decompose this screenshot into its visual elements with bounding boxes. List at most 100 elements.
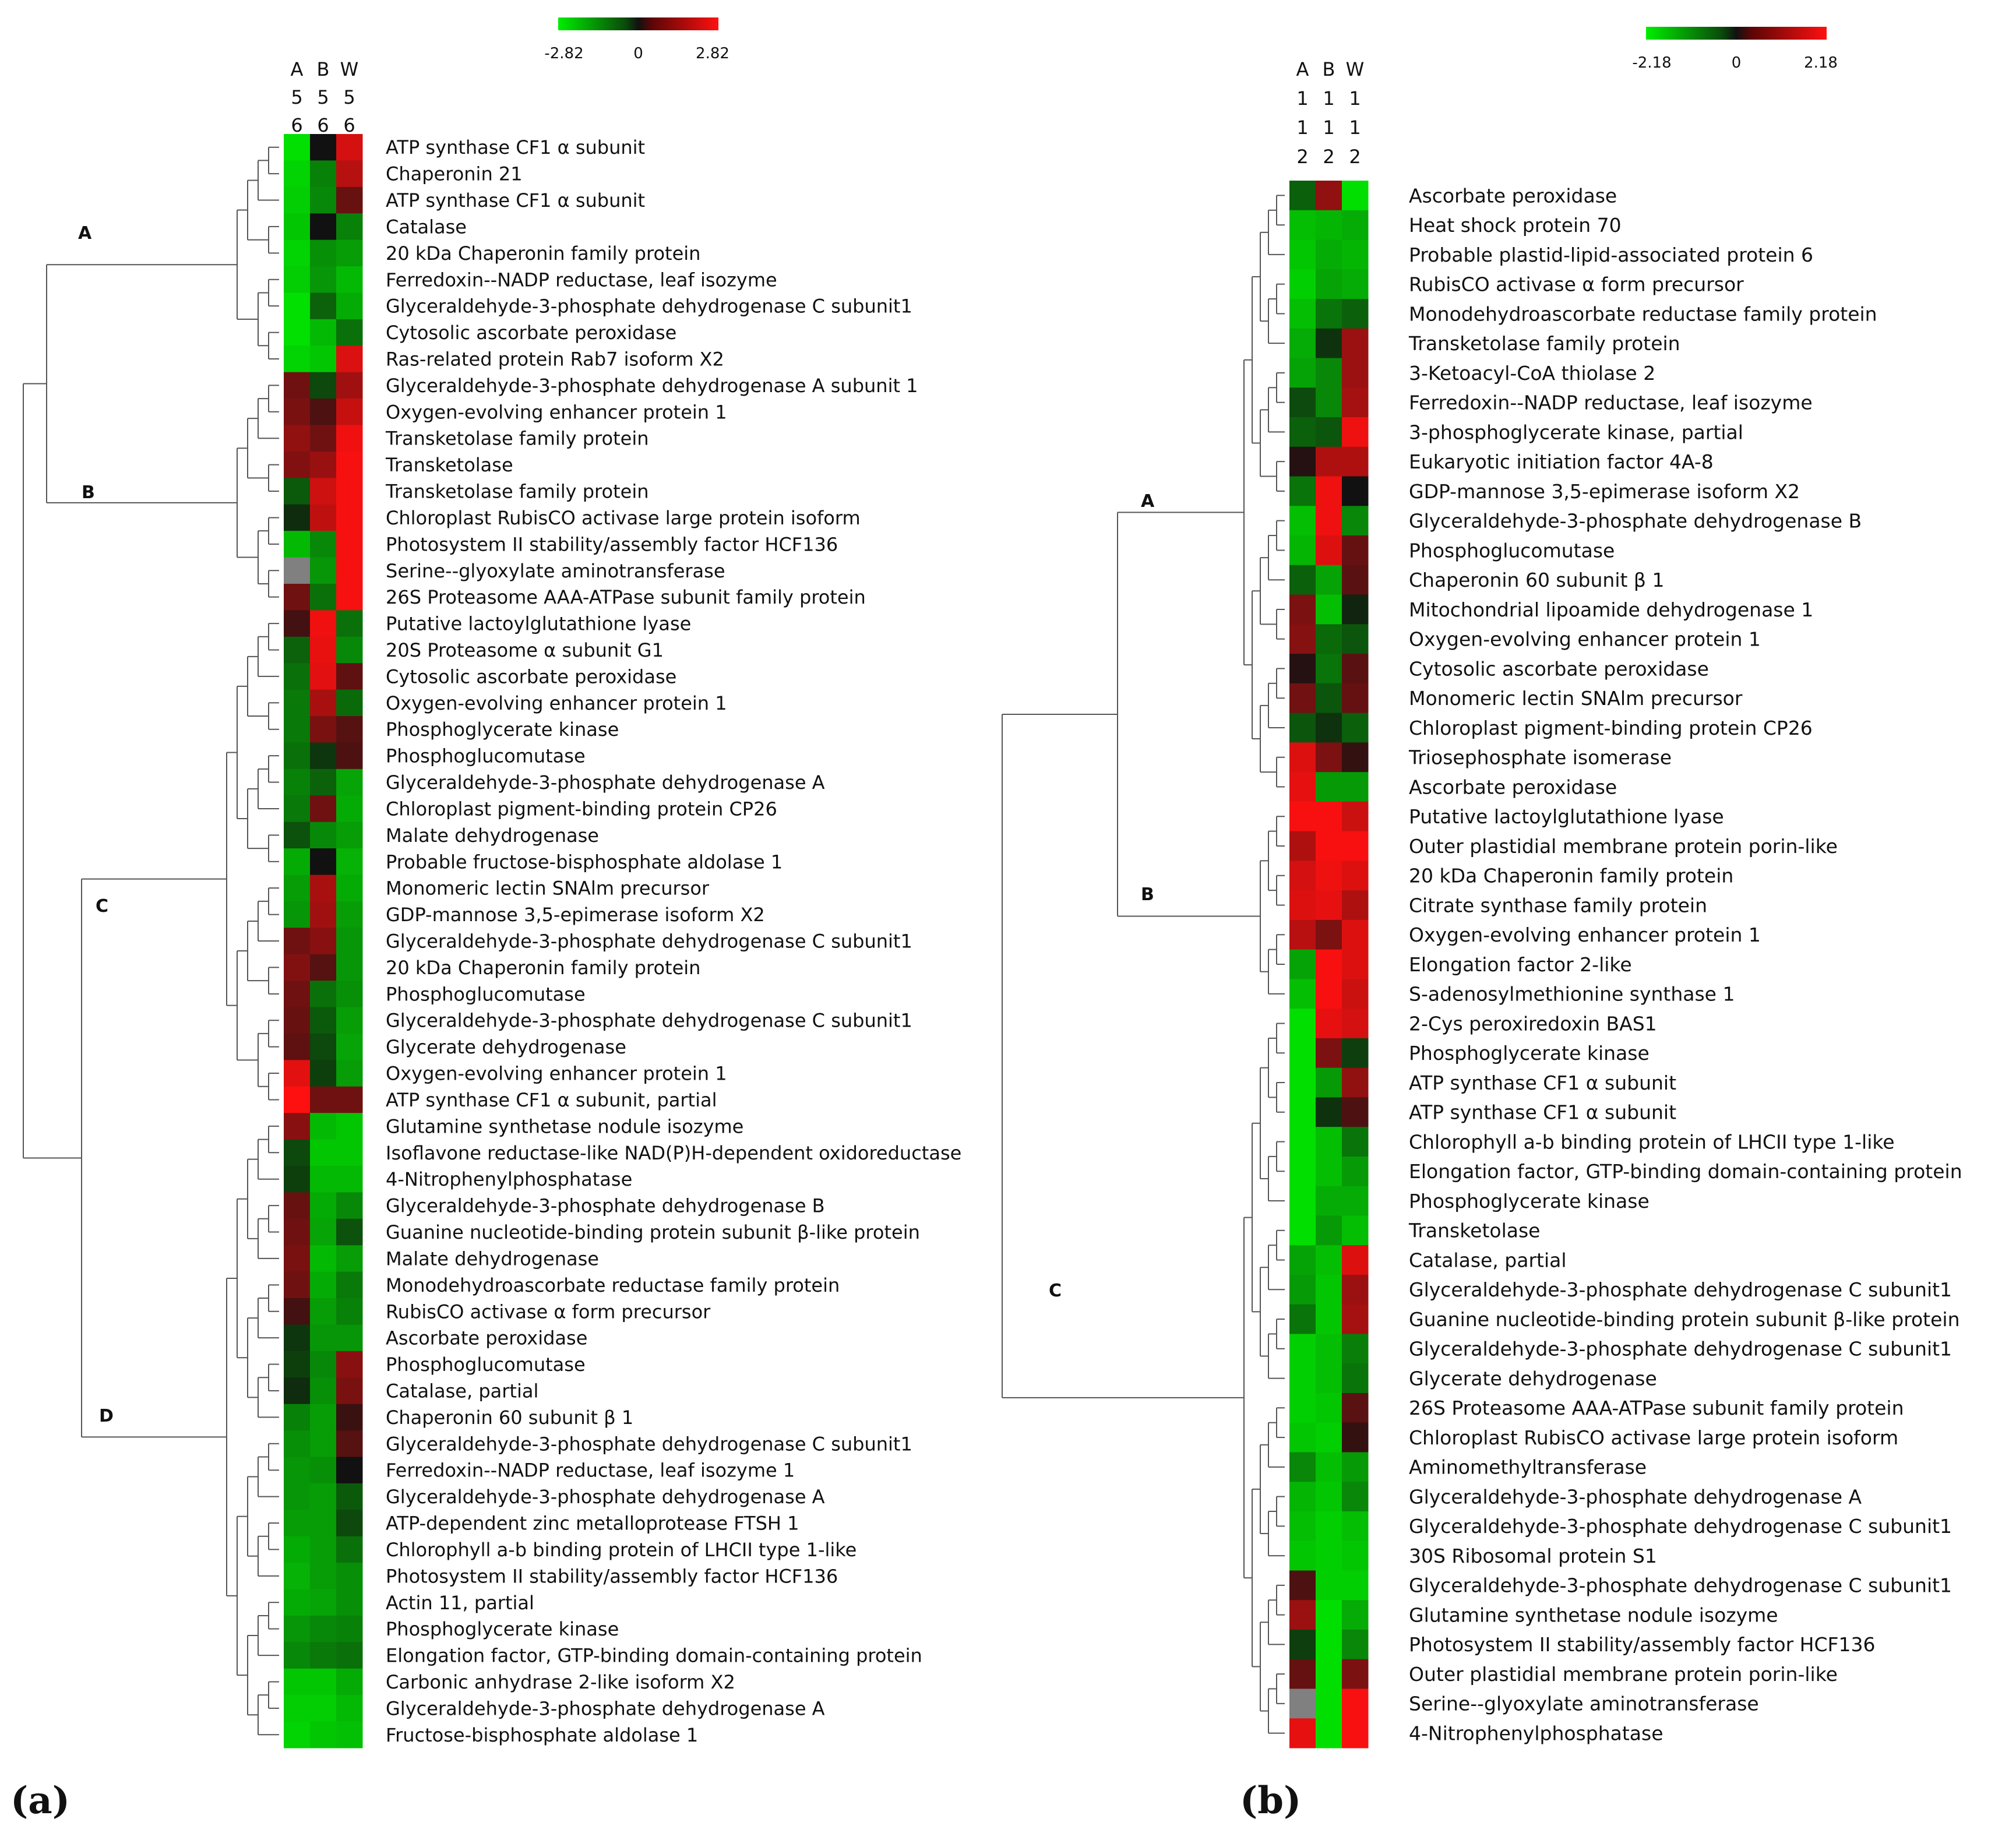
heatmap-cell xyxy=(310,1430,337,1457)
row-label: Malate dehydrogenase xyxy=(386,824,599,847)
row-label: Monodehydroascorbate reductase family pr… xyxy=(386,1274,840,1296)
heatmap-cell xyxy=(1316,801,1342,832)
cluster-label: B xyxy=(82,482,95,503)
heatmap-cell xyxy=(1289,890,1316,921)
heatmap-cell xyxy=(1342,1482,1369,1512)
column-header: B xyxy=(1323,58,1335,80)
heatmap-cell xyxy=(310,1563,337,1590)
row-label: Eukaryotic initiation factor 4A-8 xyxy=(1409,450,1714,473)
heatmap-cell xyxy=(336,1271,363,1299)
heatmap-cell xyxy=(1289,1629,1316,1660)
column-header: 6 xyxy=(317,114,329,136)
row-label: Cytosolic ascorbate peroxidase xyxy=(386,322,676,344)
heatmap-cell xyxy=(1289,358,1316,388)
heatmap-cell xyxy=(1342,1038,1369,1069)
heatmap-cell xyxy=(1342,299,1369,329)
heatmap-cell xyxy=(284,822,311,849)
heatmap-cell xyxy=(1342,1452,1369,1482)
heatmap-cell xyxy=(1342,1363,1369,1394)
row-label: 26S Proteasome AAA-ATPase subunit family… xyxy=(386,586,866,608)
row-label: Fructose-bisphosphate aldolase 1 xyxy=(386,1724,698,1746)
heatmap-cell xyxy=(1289,1067,1316,1098)
column-header: 2 xyxy=(1296,146,1308,168)
heatmap-cell xyxy=(336,504,363,531)
heatmap-cell xyxy=(1342,387,1369,418)
heatmap-cell xyxy=(1289,772,1316,802)
row-label: Monomeric lectin SNAlm precursor xyxy=(386,877,710,900)
heatmap-cell xyxy=(1316,1186,1342,1216)
row-label: Chaperonin 60 subunit β 1 xyxy=(1409,569,1664,591)
heatmap-cell xyxy=(336,372,363,399)
heatmap-cell xyxy=(1289,476,1316,506)
column-header: 1 xyxy=(1349,117,1361,139)
row-label: Ferredoxin--NADP reductase, leaf isozyme xyxy=(1409,392,1813,414)
heatmap-cell xyxy=(336,1483,363,1510)
heatmap-cell xyxy=(310,1218,337,1246)
row-label: Phosphoglucomutase xyxy=(386,983,586,1005)
heatmap-cell xyxy=(284,583,311,611)
heatmap-cell xyxy=(336,928,363,955)
row-label: Transketolase xyxy=(1408,1219,1540,1242)
heatmap-cell xyxy=(336,663,363,690)
heatmap-cell xyxy=(1289,1186,1316,1216)
heatmap-cell xyxy=(1289,683,1316,714)
heatmap-cell xyxy=(1316,417,1342,447)
heatmap-cell xyxy=(310,239,337,267)
cluster-label: B xyxy=(1141,884,1154,905)
heatmap-cell xyxy=(1316,1629,1342,1660)
row-label: Phosphoglycerate kinase xyxy=(1409,1190,1650,1212)
heatmap-cell xyxy=(336,425,363,452)
cluster-label: C xyxy=(96,896,108,916)
heatmap-cell xyxy=(336,1642,363,1669)
heatmap-cell xyxy=(310,1192,337,1219)
heatmap-cell xyxy=(1289,654,1316,684)
heatmap-cell xyxy=(336,1165,363,1193)
heatmap-cell xyxy=(336,531,363,558)
heatmap-cell xyxy=(336,266,363,293)
heatmap-cell xyxy=(336,583,363,611)
row-label: Glyceraldehyde-3-phosphate dehydrogenase… xyxy=(1409,510,1862,533)
row-label: Glutamine synthetase nodule isozyme xyxy=(1409,1603,1778,1626)
heatmap-cell xyxy=(1342,861,1369,891)
heatmap-cell xyxy=(310,557,337,584)
row-label: Photosystem II stability/assembly factor… xyxy=(386,1565,838,1587)
heatmap-cell xyxy=(1316,506,1342,536)
heatmap-cell xyxy=(310,610,337,637)
row-label: Chloroplast RubisCO activase large prote… xyxy=(386,507,861,529)
heatmap-cell xyxy=(1342,1186,1369,1216)
heatmap-cell xyxy=(1342,328,1369,359)
heatmap-cell xyxy=(310,1404,337,1431)
row-label: Glyceraldehyde-3-phosphate dehydrogenase… xyxy=(386,930,912,953)
heatmap-cell xyxy=(284,636,311,664)
heatmap-cell xyxy=(1342,742,1369,773)
row-label: Glyceraldehyde-3-phosphate dehydrogenase… xyxy=(1409,1485,1862,1508)
row-label: Photosystem II stability/assembly factor… xyxy=(1409,1633,1875,1656)
row-label: GDP-mannose 3,5-epimerase isoform X2 xyxy=(386,904,765,926)
heatmap-cell xyxy=(1289,1097,1316,1127)
row-label: 26S Proteasome AAA-ATPase subunit family… xyxy=(1409,1397,1904,1419)
row-label: Guanine nucleotide-binding protein subun… xyxy=(1409,1308,1960,1331)
heatmap-cell xyxy=(284,266,311,293)
row-label: Ascorbate peroxidase xyxy=(1409,184,1617,207)
heatmap-cell xyxy=(1316,1452,1342,1482)
row-label: Putative lactoylglutathione lyase xyxy=(1409,805,1724,828)
row-label: Serine--glyoxylate aminotransferase xyxy=(386,560,725,582)
row-label: Chloroplast RubisCO activase large prote… xyxy=(1409,1426,1898,1449)
heatmap-cell xyxy=(284,875,311,902)
heatmap-cell xyxy=(310,266,337,293)
row-label: Chloroplast pigment-binding protein CP26 xyxy=(386,798,777,820)
heatmap-cell xyxy=(310,160,337,188)
heatmap-cell xyxy=(1289,1245,1316,1275)
row-label: GDP-mannose 3,5-epimerase isoform X2 xyxy=(1409,480,1800,503)
heatmap-cell xyxy=(336,1113,363,1140)
column-header: 2 xyxy=(1349,146,1361,168)
heatmap-cell xyxy=(1342,239,1369,270)
heatmap-cell xyxy=(1342,1511,1369,1542)
heatmap-cell xyxy=(310,795,337,823)
row-label: Glyceraldehyde-3-phosphate dehydrogenase… xyxy=(1409,1278,1952,1301)
heatmap-cell xyxy=(1316,239,1342,270)
heatmap-cell xyxy=(1289,1600,1316,1630)
heatmap-cell xyxy=(1342,919,1369,950)
heatmap-cell xyxy=(1342,1215,1369,1246)
row-label: Glyceraldehyde-3-phosphate dehydrogenase… xyxy=(386,1697,825,1719)
